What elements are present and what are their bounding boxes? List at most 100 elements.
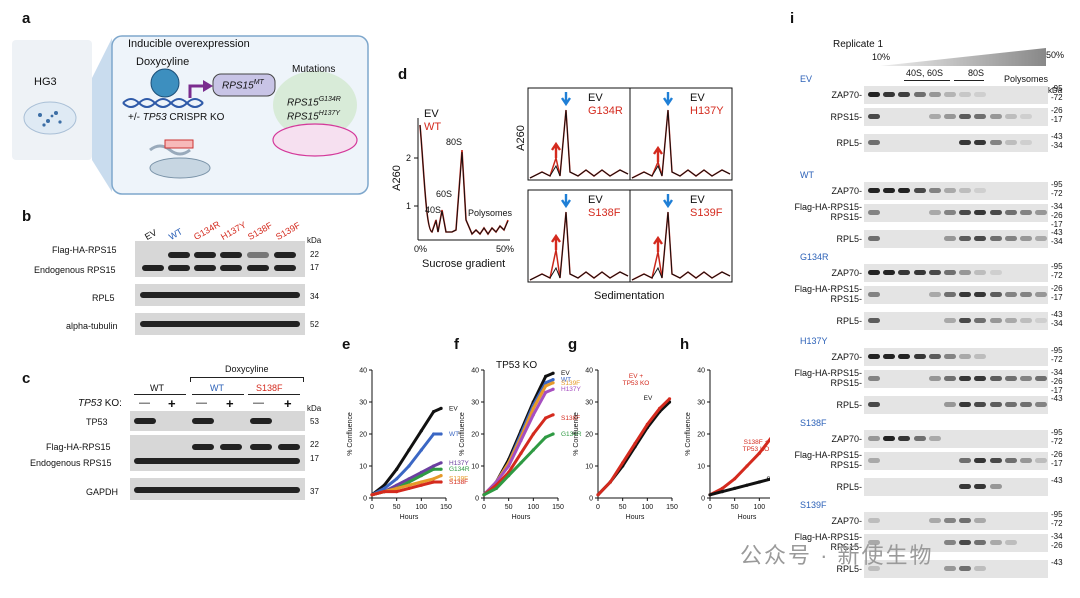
blot-kda-marker: -72 — [1051, 93, 1063, 102]
data-point — [757, 480, 761, 484]
ko-mark: — — [196, 397, 207, 409]
panel-i-blots: EV ZAP70- -95 -72 RPS15- -26 -17 RPL5- -43 -34 WT Z… — [794, 74, 1080, 598]
blot-band — [1020, 402, 1032, 407]
x-tick-label: 0 — [370, 504, 374, 511]
blot-band — [1004, 114, 1017, 119]
sub-ev: EV — [690, 92, 705, 104]
series-label: EV — [561, 370, 570, 377]
blot-kda-marker: -43 — [1051, 310, 1063, 319]
data-point — [432, 432, 436, 436]
gradient-low: 10% — [872, 52, 891, 62]
data-point — [608, 480, 612, 484]
kda-b-17: 17 — [310, 263, 319, 272]
data-point — [395, 483, 399, 487]
x-tick-label: 100 — [641, 504, 653, 511]
y-tick-label: 40 — [471, 368, 479, 375]
series-label: S139F — [449, 476, 468, 483]
data-point — [551, 413, 555, 417]
blot-kda-marker: -95 — [1051, 428, 1063, 437]
row-flag-ha-rps15: Flag-HA-RPS15 — [52, 245, 117, 255]
blot-row-label: RPS15- — [830, 212, 862, 222]
data-point — [395, 477, 399, 481]
blot-band — [913, 270, 926, 275]
y-tick-label: 0 — [589, 496, 593, 503]
data-point — [757, 451, 761, 455]
panel-b: EV WT G134R H137Y S138F S139F kDa Flag-H… — [0, 0, 330, 345]
condition-header: G134R — [800, 252, 829, 262]
data-point — [544, 381, 548, 385]
data-point — [494, 486, 498, 490]
data-point — [667, 397, 672, 401]
series-line — [596, 400, 671, 496]
blot-kda-marker: -26 — [1051, 377, 1063, 386]
blot-band — [868, 188, 880, 193]
sub-mut-h137y: H137Y — [690, 105, 724, 117]
blot-kda-marker: -26 — [1051, 106, 1063, 115]
blot-band — [974, 270, 987, 275]
y-tick-label: 10 — [471, 464, 479, 471]
panel-i-label: i — [790, 10, 795, 27]
blot-row-label: RPL5- — [836, 234, 862, 244]
group-line-3 — [248, 394, 300, 395]
blot-band — [959, 402, 972, 407]
series-label: S139F — [561, 380, 580, 387]
blot-band — [989, 210, 1002, 215]
ko-mark: + — [226, 396, 234, 411]
kda-c-17: 17 — [310, 454, 319, 463]
blue-arrow-icon — [561, 194, 571, 209]
y-tick-label: 20 — [697, 432, 705, 439]
x-tick-label: 50 — [393, 504, 401, 511]
x-tick-label: 50 — [731, 504, 739, 511]
condition-header: WT — [800, 170, 814, 180]
blot-strip — [864, 204, 1048, 222]
blot-band — [1020, 458, 1032, 463]
mutation-g134r: RPS15G134R — [287, 96, 341, 109]
data-point — [432, 467, 436, 471]
blot-kda-marker: -72 — [1051, 271, 1063, 280]
x-tick-label: 0 — [708, 504, 712, 511]
blot-band — [1020, 318, 1032, 323]
group-wt-2: WT — [210, 383, 224, 393]
row-gapdh: GAPDH — [86, 487, 119, 497]
blot-band — [974, 540, 987, 545]
blot-band — [928, 354, 941, 359]
y-tick: 2 — [406, 153, 412, 163]
row-tp53: TP53 — [86, 417, 108, 427]
blot-row-label: ZAP70- — [831, 186, 862, 196]
doxy-header: Doxycyline — [225, 364, 269, 374]
x-tick-label: 150 — [552, 504, 564, 511]
blot-band — [883, 354, 896, 359]
panel-b-label: b — [22, 208, 32, 225]
blot-band — [974, 402, 987, 407]
mutation-ellipse — [272, 123, 358, 157]
y-tick-label: 0 — [701, 496, 705, 503]
blot-band — [944, 566, 956, 571]
y-tick-label: 20 — [585, 432, 593, 439]
blot-band — [928, 436, 941, 441]
blot-strip — [864, 452, 1048, 470]
blot-band — [989, 484, 1002, 489]
legend-wt: WT — [424, 121, 442, 133]
blot-band — [1035, 376, 1048, 381]
data-point — [551, 432, 555, 436]
blot-row-label: RPL5- — [836, 316, 862, 326]
peak-60s: 60S — [436, 189, 453, 199]
row-rpl5: RPL5 — [92, 293, 115, 303]
blot-band — [959, 354, 972, 359]
data-point — [551, 371, 555, 375]
tp53-ko-label: +/- TP53 CRISPR KO — [128, 112, 225, 123]
blot-band — [868, 92, 880, 97]
data-point — [439, 406, 443, 410]
group-line-1 — [134, 394, 186, 395]
series-label: EV — [644, 395, 653, 402]
data-point — [482, 493, 486, 497]
blot-strip — [864, 182, 1048, 200]
blot-kda-marker: -72 — [1051, 519, 1063, 528]
blot-band — [913, 92, 926, 97]
blot-band — [1004, 236, 1017, 241]
blot-band — [1035, 318, 1048, 323]
blot-strip — [864, 512, 1048, 530]
blot-band — [928, 270, 941, 275]
x-tick-label: 150 — [440, 504, 452, 511]
